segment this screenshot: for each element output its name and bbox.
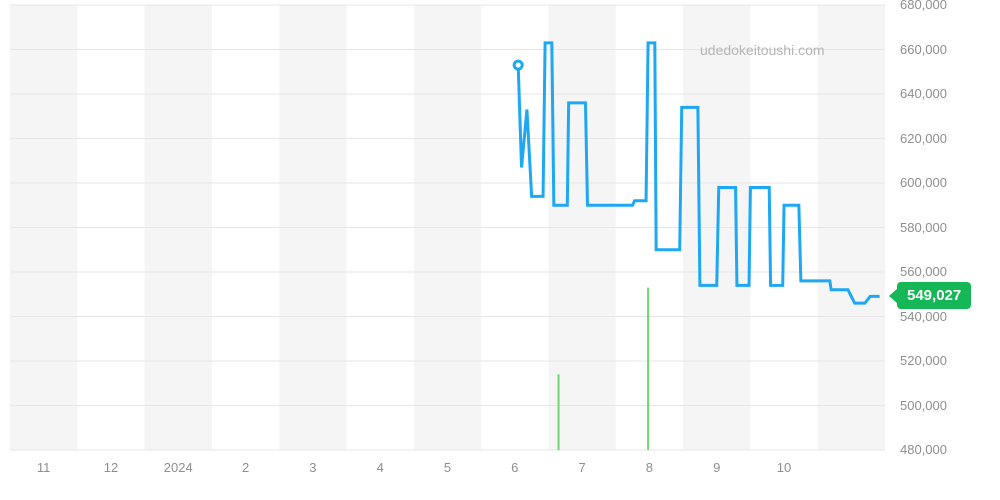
y-axis-label: 560,000 bbox=[900, 264, 947, 279]
x-axis-label: 6 bbox=[511, 460, 518, 475]
price-chart: udedokeitoushi.com 549,027 480,000500,00… bbox=[0, 0, 1000, 500]
x-axis-label: 3 bbox=[309, 460, 316, 475]
x-axis-label: 10 bbox=[777, 460, 791, 475]
x-axis-label: 2 bbox=[242, 460, 249, 475]
x-axis-label: 5 bbox=[444, 460, 451, 475]
x-axis-label: 9 bbox=[713, 460, 720, 475]
x-axis-label: 12 bbox=[104, 460, 118, 475]
chart-svg bbox=[0, 0, 1000, 500]
x-axis-label: 8 bbox=[646, 460, 653, 475]
y-axis-label: 680,000 bbox=[900, 0, 947, 12]
current-price-badge: 549,027 bbox=[897, 282, 971, 309]
y-axis-label: 580,000 bbox=[900, 220, 947, 235]
y-axis-label: 500,000 bbox=[900, 398, 947, 413]
y-axis-label: 660,000 bbox=[900, 42, 947, 57]
y-axis-label: 540,000 bbox=[900, 309, 947, 324]
y-axis-label: 640,000 bbox=[900, 86, 947, 101]
x-axis-label: 7 bbox=[578, 460, 585, 475]
x-axis-label: 4 bbox=[377, 460, 384, 475]
y-axis-label: 480,000 bbox=[900, 442, 947, 457]
y-axis-label: 600,000 bbox=[900, 175, 947, 190]
y-axis-label: 520,000 bbox=[900, 353, 947, 368]
x-axis-label: 11 bbox=[37, 460, 51, 475]
x-axis-label: 2024 bbox=[164, 460, 193, 475]
y-axis-label: 620,000 bbox=[900, 131, 947, 146]
